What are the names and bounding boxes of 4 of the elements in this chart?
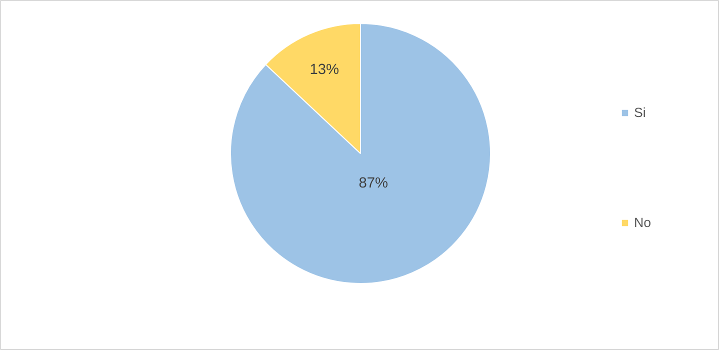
data-label: 13% bbox=[310, 62, 340, 78]
legend-label: No bbox=[634, 215, 652, 230]
data-label: 87% bbox=[358, 175, 388, 192]
legend-label: Si bbox=[634, 105, 647, 120]
